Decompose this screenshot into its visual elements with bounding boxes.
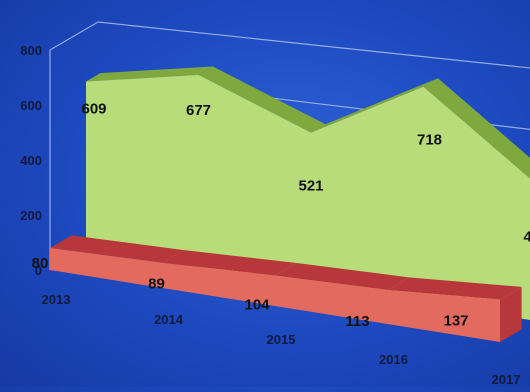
- data-label: 113: [345, 313, 369, 330]
- y-tick-label: 800: [20, 43, 42, 58]
- data-label: 718: [417, 132, 442, 149]
- y-tick-label: 400: [20, 153, 42, 168]
- x-tick-label: 2013: [42, 292, 71, 307]
- x-tick-label: 2014: [154, 312, 184, 327]
- x-tick-label: 2015: [267, 332, 296, 347]
- y-tick-label: 200: [20, 208, 42, 223]
- gridline: [98, 22, 530, 72]
- data-label: 609: [81, 101, 106, 118]
- data-label: 521: [298, 178, 323, 195]
- data-label: 89: [148, 276, 165, 293]
- x-tick-label: 2017: [492, 372, 521, 387]
- data-label: 104: [244, 297, 270, 314]
- data-label: 443: [523, 229, 530, 246]
- y-tick-label: 600: [20, 98, 42, 113]
- data-label: 677: [186, 102, 211, 119]
- wall-edge: [50, 22, 98, 50]
- data-label: 80: [32, 255, 49, 272]
- data-label: 137: [443, 313, 468, 330]
- x-tick-label: 2016: [379, 352, 408, 367]
